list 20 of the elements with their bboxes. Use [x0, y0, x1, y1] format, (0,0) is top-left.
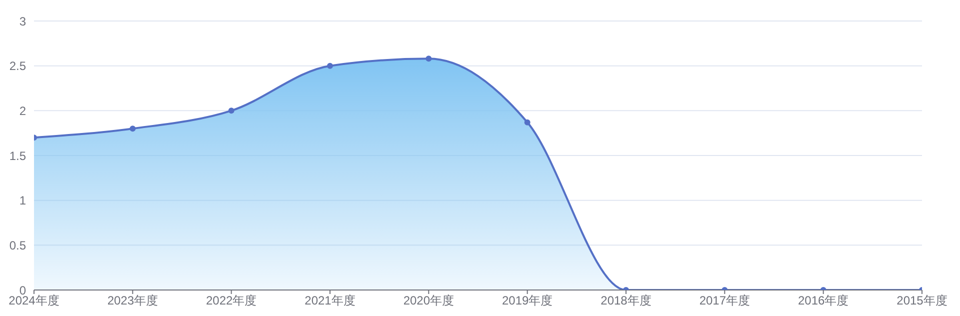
point [228, 108, 234, 114]
x-tick-label: 2020年度 [403, 294, 454, 308]
point [327, 62, 333, 69]
y-tick-label: 1.5 [9, 148, 26, 163]
x-tick-label: 2016年度 [798, 294, 849, 308]
x-tick-label: 2022年度 [206, 294, 257, 308]
point [524, 119, 530, 126]
point [130, 126, 136, 132]
x-tick-label: 2018年度 [600, 294, 652, 308]
y-tick-label: 2 [19, 104, 26, 118]
x-tick-label: 2019年度 [502, 294, 553, 308]
x-tick-label: 2021年度 [304, 294, 356, 308]
x-tick-label: 2017年度 [699, 294, 750, 308]
y-tick-label: 1 [19, 194, 26, 208]
x-tick-label: 2023年度 [107, 294, 158, 308]
y-tick-label: 3 [19, 14, 26, 28]
x-tick-label: 2015年度 [896, 294, 948, 308]
y-tick-label: 2.5 [9, 59, 26, 74]
y-tick-label: 0.5 [9, 238, 26, 252]
point [426, 56, 432, 62]
